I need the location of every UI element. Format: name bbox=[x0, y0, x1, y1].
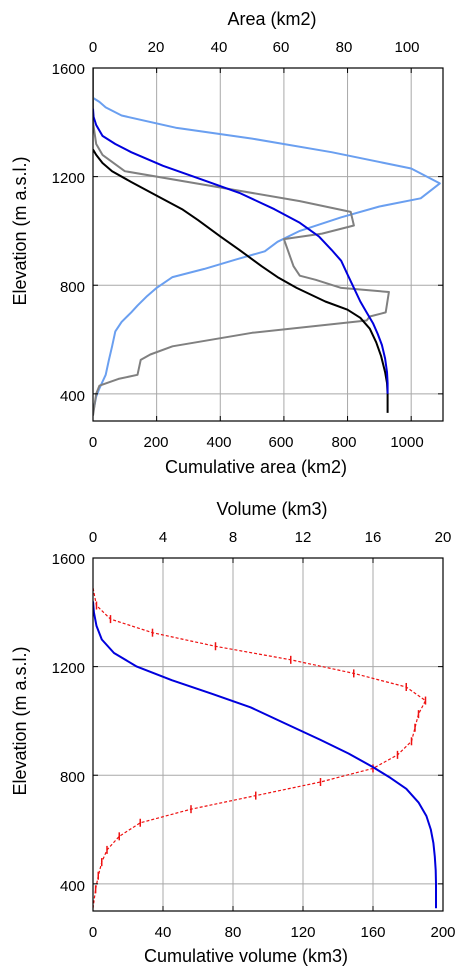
bottom-tick-label: 120 bbox=[290, 924, 315, 941]
top-axis-title: Area (km2) bbox=[227, 9, 316, 29]
y-tick-label: 1600 bbox=[52, 551, 85, 568]
top-tick-label: 60 bbox=[273, 39, 290, 56]
y-axis-title: Elevation (m a.s.l.) bbox=[10, 156, 30, 305]
volume-chart-panel: Volume (km3) 0 4 8 12 16 20 1600 1200 80… bbox=[10, 499, 456, 966]
bottom-tick-label: 400 bbox=[206, 434, 231, 451]
series-line-0 bbox=[93, 97, 441, 414]
top-tick-labels: 0 4 8 12 16 20 bbox=[89, 529, 452, 546]
series-group bbox=[93, 68, 441, 416]
area-chart-panel: Area (km2) 0 20 40 60 80 100 1600 1200 8… bbox=[10, 9, 444, 477]
series-line-1 bbox=[93, 68, 390, 416]
top-tick-label: 4 bbox=[159, 529, 167, 546]
bottom-tick-label: 0 bbox=[89, 924, 97, 941]
bottom-tick-labels: 0 40 80 120 160 200 bbox=[89, 924, 456, 941]
y-tick-label: 400 bbox=[60, 388, 85, 405]
y-tick-labels: 1600 1200 800 400 bbox=[52, 61, 85, 405]
bottom-tick-labels: 0 200 400 600 800 1000 bbox=[89, 434, 424, 451]
y-tick-label: 800 bbox=[60, 769, 85, 786]
bottom-tick-label: 200 bbox=[430, 924, 455, 941]
y-tick-label: 1200 bbox=[52, 660, 85, 677]
series-line-2 bbox=[93, 148, 389, 413]
bottom-axis-title: Cumulative area (km2) bbox=[165, 457, 347, 477]
top-tick-label: 0 bbox=[89, 39, 97, 56]
top-tick-label: 12 bbox=[295, 529, 312, 546]
top-axis-title: Volume (km3) bbox=[216, 499, 327, 519]
top-tick-label: 80 bbox=[336, 39, 353, 56]
top-tick-label: 0 bbox=[89, 529, 97, 546]
bottom-axis-title: Cumulative volume (km3) bbox=[144, 946, 348, 966]
series-group bbox=[93, 587, 437, 909]
plot-area bbox=[92, 67, 444, 422]
top-tick-label: 20 bbox=[148, 39, 165, 56]
bottom-tick-label: 1000 bbox=[390, 434, 423, 451]
y-tick-label: 400 bbox=[60, 878, 85, 895]
top-tick-label: 100 bbox=[394, 39, 419, 56]
y-tick-label: 1200 bbox=[52, 170, 85, 187]
bottom-tick-label: 80 bbox=[225, 924, 242, 941]
bottom-tick-label: 160 bbox=[360, 924, 385, 941]
plot-frame bbox=[92, 557, 444, 912]
bottom-tick-label: 800 bbox=[331, 434, 356, 451]
y-axis-title: Elevation (m a.s.l.) bbox=[10, 646, 30, 795]
series-line-3 bbox=[93, 108, 389, 394]
top-tick-label: 40 bbox=[211, 39, 228, 56]
top-tick-label: 8 bbox=[229, 529, 237, 546]
y-tick-label: 1600 bbox=[52, 61, 85, 78]
bottom-tick-label: 40 bbox=[155, 924, 172, 941]
bottom-tick-label: 200 bbox=[143, 434, 168, 451]
top-tick-label: 16 bbox=[365, 529, 382, 546]
bottom-tick-label: 0 bbox=[89, 434, 97, 451]
y-tick-label: 800 bbox=[60, 279, 85, 296]
plot-area bbox=[92, 557, 444, 912]
series-line-1 bbox=[93, 601, 437, 909]
top-tick-label: 20 bbox=[435, 529, 452, 546]
y-tick-labels: 1600 1200 800 400 bbox=[52, 551, 85, 895]
bottom-tick-label: 600 bbox=[268, 434, 293, 451]
plot-frame bbox=[92, 67, 444, 422]
series-line-0 bbox=[93, 587, 427, 909]
top-tick-labels: 0 20 40 60 80 100 bbox=[89, 39, 420, 56]
